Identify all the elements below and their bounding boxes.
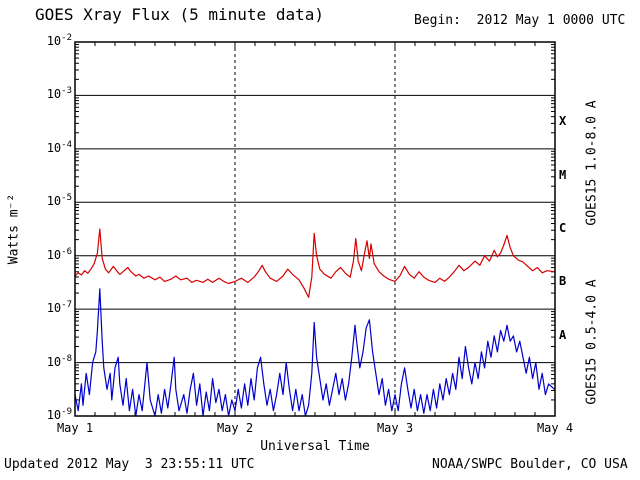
x-axis-tick-label: May 2 xyxy=(216,421,254,435)
horizontal-gridlines xyxy=(75,94,555,364)
series-label-short-wave: GOES15 0.5-4.0 A xyxy=(584,279,600,405)
flux-class-label: M xyxy=(559,167,567,182)
begin-time-label: Begin: 2012 May 1 0000 UTC xyxy=(414,13,626,28)
updated-timestamp: Updated 2012 May 3 23:55:11 UTC xyxy=(4,457,255,472)
y-axis-tick-label: 10-7 xyxy=(46,300,72,316)
y-axis-tick-label: 10-4 xyxy=(46,139,72,155)
short-wave-series-line xyxy=(75,288,555,416)
flux-class-label: C xyxy=(559,221,567,235)
y-axis-title: Watts m⁻² xyxy=(6,193,22,265)
x-axis-tick-label: May 1 xyxy=(56,421,94,435)
y-axis-tick-label: 10-2 xyxy=(46,33,72,48)
vertical-day-gridlines xyxy=(234,42,396,416)
plot-frame xyxy=(74,41,556,417)
x-axis-tick-label: May 3 xyxy=(376,421,414,435)
y-axis-tick-label: 10-5 xyxy=(46,193,72,209)
credit-label: NOAA/SWPC Boulder, CO USA xyxy=(432,457,628,472)
y-axis-tick-label: 10-3 xyxy=(46,86,72,102)
long-wave-series-line xyxy=(75,228,555,298)
y-axis-tick-label: 10-9 xyxy=(46,407,72,422)
y-axis-tick-label: 10-6 xyxy=(46,246,72,262)
y-axis-tick-label: 10-8 xyxy=(46,353,72,369)
chart-title: GOES Xray Flux (5 minute data) xyxy=(35,5,324,24)
x-axis-tick-label: May 4 xyxy=(536,421,574,435)
series-label-long-wave: GOES15 1.0-8.0 A xyxy=(584,100,600,226)
flux-class-label: A xyxy=(559,327,567,342)
flux-class-label: B xyxy=(559,274,567,289)
x-axis-title: Universal Time xyxy=(260,439,370,454)
flux-class-label: X xyxy=(559,114,567,129)
